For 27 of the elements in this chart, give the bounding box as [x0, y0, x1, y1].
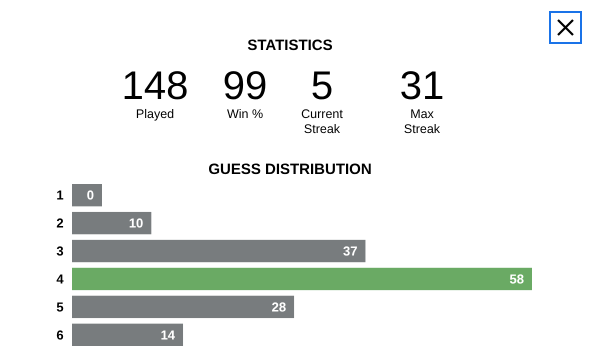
- bar: [72, 324, 184, 346]
- data-label: 0: [86, 188, 94, 203]
- bar: [72, 268, 532, 290]
- data-label: 99: [222, 64, 268, 108]
- data-label: 28: [272, 299, 286, 314]
- category-label: Win %: [226, 107, 264, 121]
- category-label: Max Streak: [404, 107, 441, 136]
- chart-title: GUESS DISTRIBUTION: [208, 161, 372, 178]
- bar: [72, 296, 294, 318]
- y-tick-label: 3: [56, 244, 64, 259]
- data-label: 31: [400, 64, 444, 108]
- y-tick-label: 6: [56, 327, 64, 342]
- y-tick-label: 4: [56, 271, 64, 286]
- bar: [72, 240, 366, 262]
- y-tick-label: 1: [56, 188, 64, 203]
- y-tick-label: 5: [56, 299, 64, 314]
- category-label: Played: [136, 107, 174, 121]
- data-label: 58: [510, 271, 524, 286]
- data-label: 10: [128, 216, 144, 231]
- bar: [72, 212, 152, 234]
- data-label: 148: [122, 64, 188, 108]
- data-label: 37: [342, 244, 358, 259]
- category-label: Current Streak: [301, 107, 344, 136]
- data-label: 5: [310, 64, 334, 108]
- data-label: 14: [160, 327, 176, 342]
- text: STATISTICS: [247, 37, 333, 54]
- y-tick-label: 2: [56, 216, 64, 231]
